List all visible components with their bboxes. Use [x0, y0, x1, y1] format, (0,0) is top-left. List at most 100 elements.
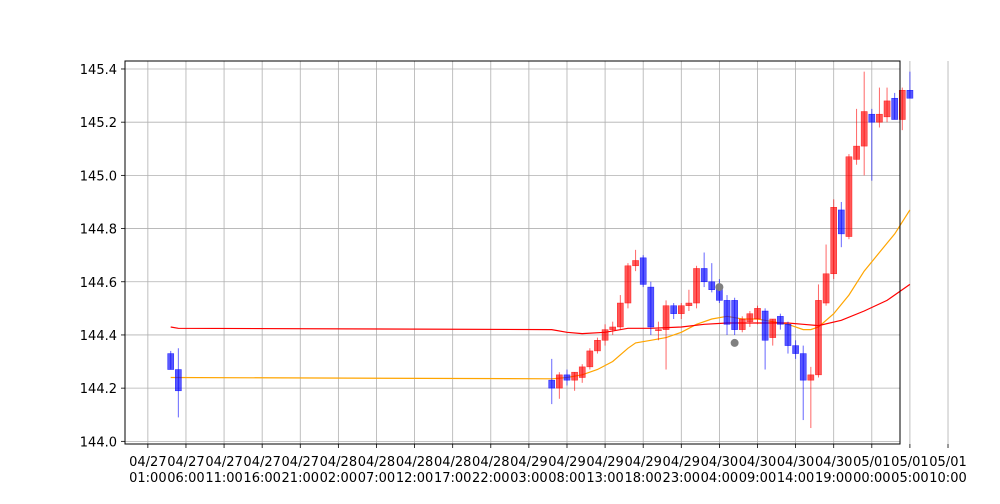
x-tick-time: 09:00 [739, 471, 776, 486]
x-tick-time: 00:00 [853, 471, 890, 486]
candle-body [571, 371, 578, 381]
x-tick-date: 04/27 [205, 455, 242, 470]
candle [594, 337, 601, 354]
candle-body [632, 260, 639, 267]
x-tick-date: 05/01 [891, 455, 928, 470]
candle [761, 308, 769, 370]
x-tick-time: 04:00 [701, 471, 738, 486]
x-tick-time: 17:00 [434, 471, 471, 486]
signal-marker [715, 283, 724, 292]
candle-body [876, 113, 883, 123]
candle [578, 364, 586, 383]
candle-body [175, 369, 182, 392]
x-tick-date: 04/28 [396, 455, 433, 470]
candle-body [784, 324, 792, 346]
series-line-0 [170, 209, 911, 380]
y-tick-label: 144.8 [80, 223, 117, 238]
candle [655, 321, 662, 341]
x-tick-date: 04/27 [167, 455, 204, 470]
candle [639, 255, 647, 288]
candle [677, 303, 685, 319]
x-tick-date: 04/28 [472, 455, 509, 470]
x-tick-time: 08:00 [548, 471, 585, 486]
y-tick-label: 145.2 [80, 116, 117, 131]
x-tick-time: 11:00 [205, 471, 242, 486]
y-tick-label: 145.0 [80, 169, 117, 184]
candle [822, 244, 830, 306]
candle [906, 71, 914, 99]
candle-body [754, 308, 761, 320]
candle-body [693, 268, 700, 304]
x-tick-time: 02:00 [320, 471, 357, 486]
x-tick-date: 04/27 [129, 455, 166, 470]
candle [670, 303, 677, 319]
x-tick-date: 04/28 [434, 455, 471, 470]
signal-marker [730, 338, 739, 347]
candle [167, 350, 175, 370]
candle-body [655, 329, 662, 331]
candle-body [639, 257, 647, 285]
candle [175, 348, 182, 418]
x-tick-date: 05/01 [929, 455, 966, 470]
candle [731, 297, 738, 335]
candle [792, 340, 799, 359]
series-line-1 [170, 283, 911, 335]
candle-body [677, 305, 685, 314]
candle [571, 371, 578, 391]
candle-body [708, 281, 716, 290]
candle-body [647, 286, 655, 328]
candle [830, 199, 838, 280]
x-tick-time: 07:00 [358, 471, 395, 486]
candle [883, 87, 891, 123]
x-tick-time: 19:00 [815, 471, 852, 486]
x-tick-time: 13:00 [586, 471, 623, 486]
candle-body [906, 90, 914, 99]
candle-body [723, 300, 731, 325]
candle [853, 108, 860, 165]
grid-layer [125, 61, 949, 444]
candle [868, 108, 876, 181]
candle-body [898, 90, 906, 120]
candle-body [807, 374, 815, 381]
candle [723, 295, 731, 335]
y-tick-label: 144.0 [80, 435, 117, 450]
candle-body [548, 379, 556, 389]
candle [700, 252, 708, 288]
candle [746, 311, 754, 327]
candle-body [883, 100, 891, 118]
candle [693, 265, 700, 309]
x-tick-time: 14:00 [777, 471, 814, 486]
candle-body [799, 353, 807, 381]
candle-body [609, 326, 617, 330]
candle [617, 295, 624, 330]
candle-body [853, 145, 860, 160]
candle [586, 348, 594, 370]
x-tick-time: 05:00 [891, 471, 928, 486]
candle-body [556, 374, 563, 389]
candle [708, 263, 716, 293]
candle [556, 372, 563, 399]
y-tick-label: 145.4 [80, 63, 117, 78]
candle [876, 87, 883, 128]
candle-body [662, 305, 670, 330]
candle-body [860, 111, 868, 147]
candle-body [601, 329, 609, 341]
candle [647, 281, 655, 335]
x-tick-date: 04/29 [663, 455, 700, 470]
x-tick-date: 04/30 [777, 455, 814, 470]
candle-body [738, 318, 746, 330]
candle [685, 289, 693, 312]
candle-body [792, 345, 799, 354]
candle [777, 313, 784, 330]
x-tick-date: 04/27 [282, 455, 319, 470]
x-tick-time: 10:00 [929, 471, 966, 486]
x-tick-date: 04/30 [701, 455, 738, 470]
candle [662, 300, 670, 370]
plot-frame [124, 60, 901, 445]
candle [601, 324, 609, 346]
candle-body [845, 156, 853, 237]
candle [799, 345, 807, 421]
candle-body [700, 268, 708, 283]
candle [609, 321, 617, 335]
